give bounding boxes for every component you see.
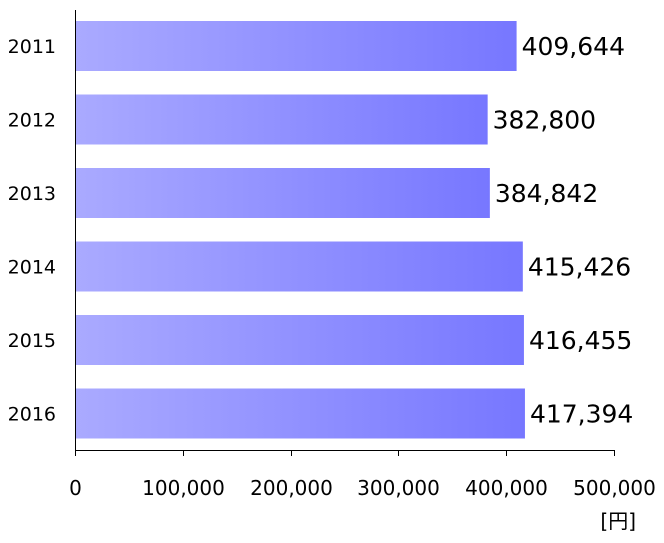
bar-2014 bbox=[75, 241, 523, 292]
bar-2012 bbox=[75, 94, 488, 145]
x-tick-label-400000: 400,000 bbox=[465, 476, 548, 500]
value-label-2011: 409,644 bbox=[522, 32, 625, 61]
value-label-2015: 416,455 bbox=[529, 326, 632, 355]
category-label-2014: 2014 bbox=[8, 257, 56, 279]
category-label-2013: 2013 bbox=[8, 183, 56, 205]
category-label-2015: 2015 bbox=[8, 330, 56, 352]
bar-2015 bbox=[75, 315, 524, 365]
bar-2016 bbox=[75, 388, 525, 439]
unit-label: [円] bbox=[600, 509, 636, 533]
x-tick-label-100000: 100,000 bbox=[142, 476, 225, 500]
category-label-2016: 2016 bbox=[8, 404, 56, 426]
x-tick-label-0: 0 bbox=[69, 476, 82, 500]
x-tick-label-500000: 500,000 bbox=[573, 476, 656, 500]
value-label-2013: 384,842 bbox=[495, 179, 598, 208]
bar-2013 bbox=[75, 168, 490, 218]
category-label-2011: 2011 bbox=[8, 36, 56, 58]
bar-2011 bbox=[75, 21, 517, 71]
value-label-2016: 417,394 bbox=[530, 400, 633, 429]
value-label-2014: 415,426 bbox=[528, 253, 631, 282]
x-tick-label-300000: 300,000 bbox=[357, 476, 440, 500]
category-label-2012: 2012 bbox=[8, 110, 56, 132]
x-tick-label-200000: 200,000 bbox=[250, 476, 333, 500]
value-label-2012: 382,800 bbox=[493, 106, 596, 135]
